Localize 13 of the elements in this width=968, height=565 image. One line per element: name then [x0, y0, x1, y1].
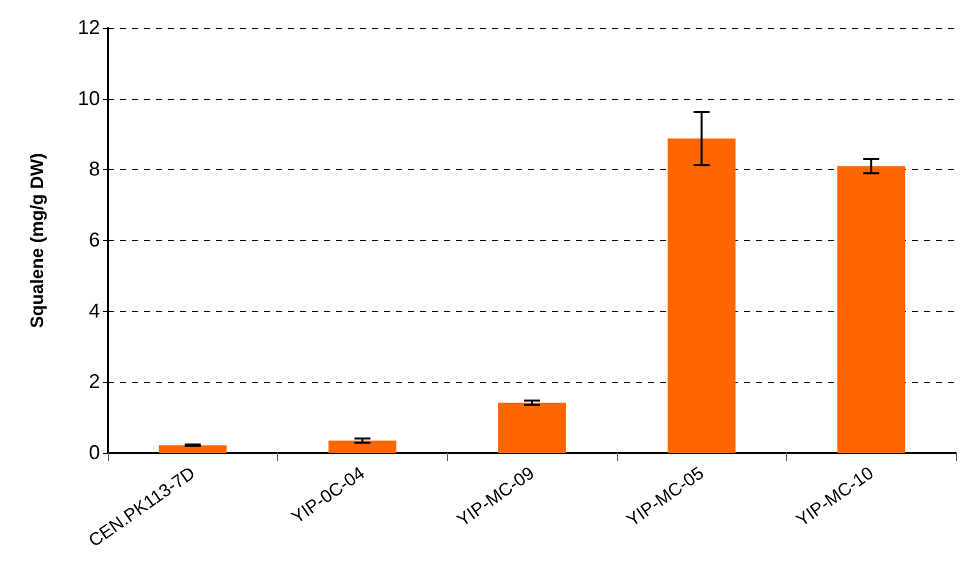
y-tick-label: 10 [78, 88, 100, 110]
bar [158, 445, 227, 453]
y-tick-label: 2 [88, 371, 100, 394]
bar [498, 402, 566, 453]
bar [668, 138, 736, 453]
bar [328, 440, 396, 453]
y-tick-label: 0 [88, 442, 100, 464]
y-axis-title: Squalene (mg/g DW) [27, 152, 47, 328]
bar [837, 166, 906, 453]
y-tick-label: 6 [88, 230, 100, 252]
y-tick-label: 8 [88, 158, 100, 181]
y-tick-label: 12 [78, 17, 100, 39]
y-tick-label: 4 [88, 300, 100, 322]
